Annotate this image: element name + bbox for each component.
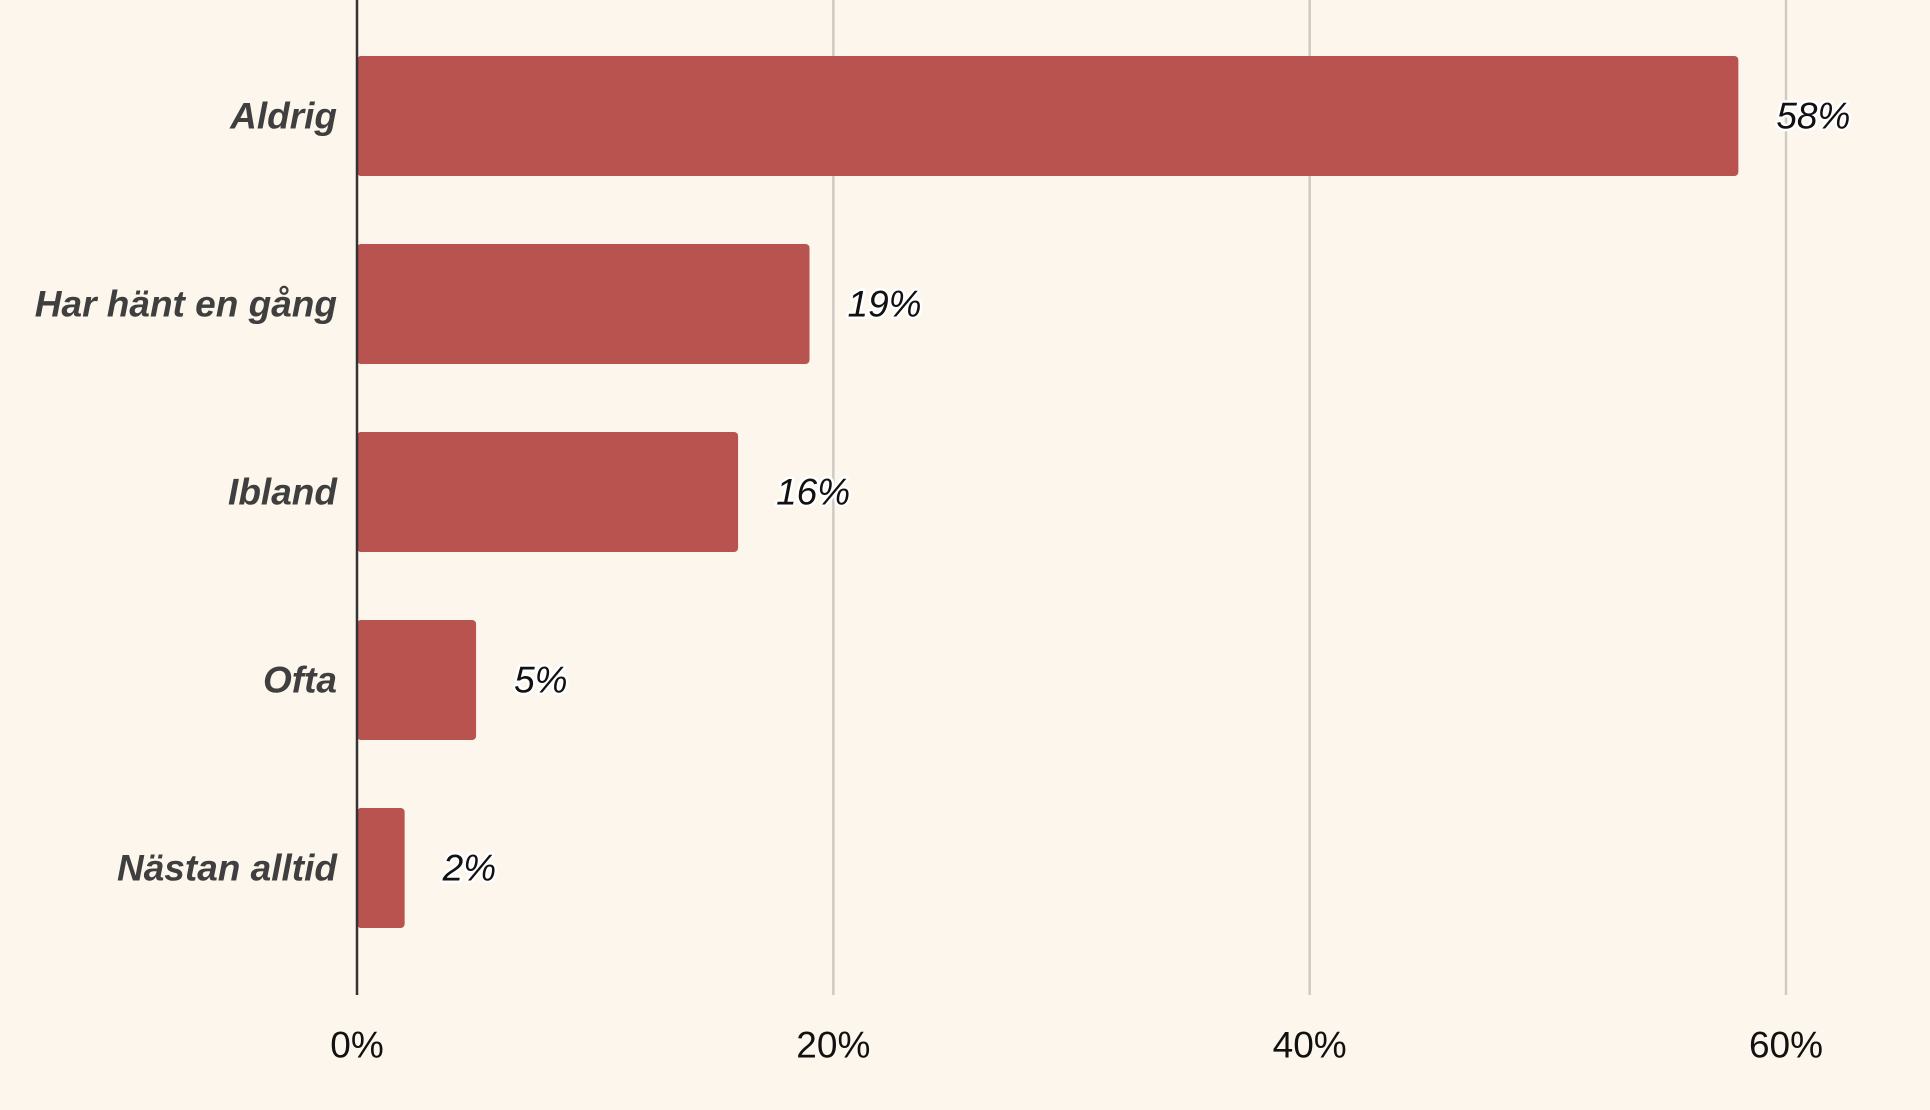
category-label-2: Ibland [228, 472, 338, 513]
value-labels: 58% 19% 16% 5% 2% [439, 93, 1853, 891]
value-label-3: 5% [514, 660, 567, 701]
value-label-1: 19% [848, 284, 922, 325]
bar-1 [357, 244, 810, 364]
bar-3 [357, 620, 477, 740]
x-tick-label-2: 40% [1273, 1025, 1347, 1066]
value-label-4: 2% [442, 848, 496, 889]
category-label-3: Ofta [263, 660, 337, 701]
category-label-0: Aldrig [229, 96, 337, 137]
x-tick-label-3: 60% [1749, 1025, 1823, 1066]
bar-2 [357, 432, 739, 552]
category-label-1: Har hänt en gång [35, 284, 337, 325]
bar-0 [357, 56, 1739, 176]
x-axis-tick-labels: 0% 20% 40% 60% [330, 1025, 1823, 1066]
x-tick-label-1: 20% [796, 1025, 870, 1066]
value-label-0: 58% [1776, 96, 1850, 137]
bar-4 [357, 808, 405, 928]
bars [357, 56, 1739, 928]
category-labels: Aldrig Har hänt en gång Ibland Ofta Nästan a… [35, 96, 339, 889]
value-label-2: 16% [776, 472, 850, 513]
category-label-4: Nästan alltid [117, 848, 338, 889]
x-tick-label-0: 0% [330, 1025, 383, 1066]
